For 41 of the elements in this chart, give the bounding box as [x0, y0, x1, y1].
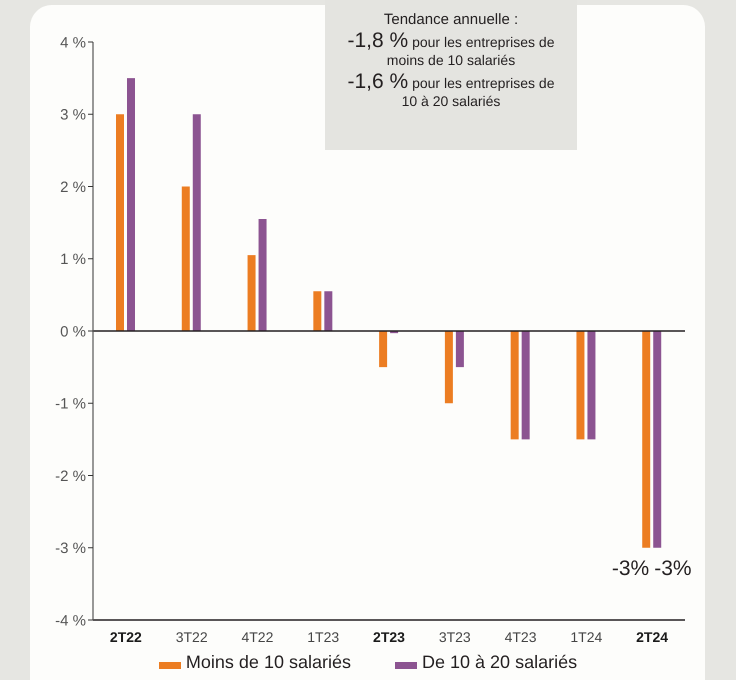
bar — [313, 291, 322, 331]
y-tick-label: 0 % — [60, 323, 86, 340]
bar — [653, 331, 662, 548]
bar — [456, 331, 464, 368]
bar — [192, 114, 201, 331]
legend-label: Moins de 10 salariés — [186, 652, 351, 673]
bar — [248, 255, 256, 331]
bar — [522, 331, 530, 440]
y-tick-label: 2 % — [60, 178, 86, 196]
x-tick-label: 2T24 — [636, 629, 668, 645]
x-tick-label: 2T23 — [373, 629, 406, 645]
bar — [379, 331, 388, 368]
bar — [642, 331, 650, 548]
text: Tendance annuelle : — [382, 10, 520, 30]
y-tick-label: 1 % — [60, 251, 86, 268]
y-tick-label: -2 % — [55, 468, 86, 485]
bar — [444, 331, 453, 404]
y-tick-label: 4 % — [60, 34, 86, 52]
y-tick-label: -1 % — [55, 396, 86, 413]
bar — [324, 291, 332, 331]
x-tick-label: 1T24 — [570, 629, 602, 645]
x-tick-label: 1T23 — [307, 629, 340, 645]
bar — [587, 331, 596, 440]
bar — [576, 331, 584, 440]
bar — [182, 186, 190, 331]
bar — [510, 331, 519, 440]
annotation: -1,6 % pour les entreprises de 10 à 20 salariés — [346, 70, 556, 110]
y-tick-label: 3 % — [60, 106, 86, 124]
data-label: -3% — [654, 556, 692, 580]
x-tick-label: 4T23 — [504, 629, 537, 645]
y-tick-label: -4 % — [55, 612, 86, 630]
bar — [127, 78, 135, 331]
y-tick-label: -3 % — [55, 540, 86, 558]
x-tick-label: 3T23 — [438, 629, 471, 645]
legend-label: De 10 à 20 salariés — [422, 652, 578, 673]
data-label: -3% — [612, 556, 650, 580]
bar — [258, 219, 267, 331]
bar — [116, 114, 124, 331]
x-tick-label: 3T22 — [176, 629, 208, 645]
x-tick-label: 2T22 — [110, 629, 142, 645]
x-tick-label: 4T22 — [241, 629, 274, 645]
